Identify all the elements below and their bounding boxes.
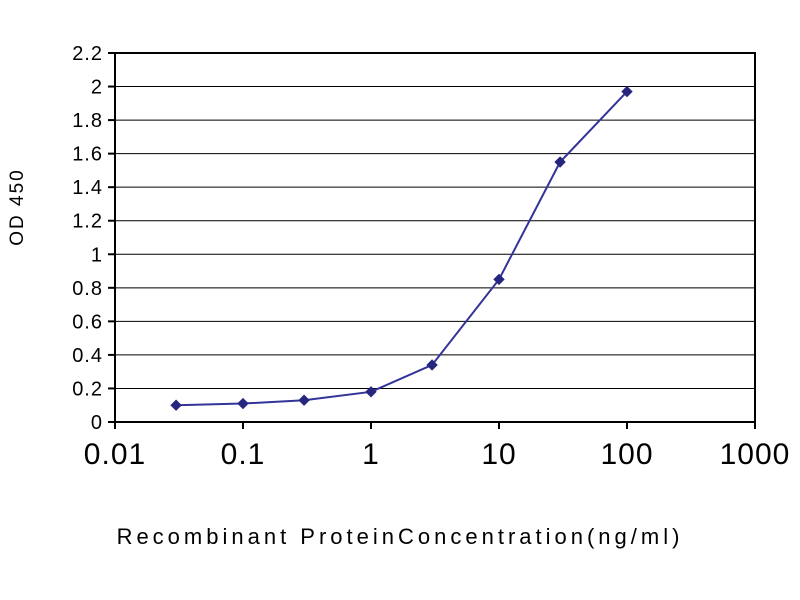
y-tick-label: 2.2 bbox=[72, 43, 103, 65]
data-point-marker bbox=[365, 386, 377, 398]
x-tick-label: 100 bbox=[600, 438, 653, 471]
x-tick-label: 1000 bbox=[720, 438, 791, 471]
data-point-marker bbox=[170, 399, 182, 411]
x-tick-label: 1 bbox=[362, 438, 380, 471]
data-point-marker bbox=[493, 273, 505, 286]
plot-border bbox=[114, 52, 756, 423]
data-point-marker bbox=[554, 156, 566, 168]
y-tick-label: 1.8 bbox=[72, 110, 103, 132]
y-tick-label: 0 bbox=[91, 412, 103, 434]
y-tick-label: 0.6 bbox=[72, 311, 103, 333]
y-tick-label: 1.4 bbox=[72, 177, 103, 199]
y-tick-label: 2 bbox=[91, 77, 103, 99]
series-line bbox=[176, 90, 628, 407]
data-point-marker bbox=[298, 394, 310, 406]
y-tick-label: 0.8 bbox=[72, 278, 103, 300]
y-tick-label: 1.2 bbox=[72, 211, 103, 233]
y-tick-label: 0.2 bbox=[72, 378, 103, 400]
x-tick-label: 0.01 bbox=[84, 438, 146, 471]
data-point-marker bbox=[621, 85, 633, 98]
y-tick-label: 1.6 bbox=[72, 144, 103, 166]
y-axis-title: OD 450 bbox=[7, 168, 28, 246]
y-tick-label: 0.4 bbox=[72, 345, 103, 367]
y-tick-label: 1 bbox=[91, 244, 103, 266]
data-point-marker bbox=[237, 397, 249, 410]
x-tick-label: 10 bbox=[481, 438, 516, 471]
x-tick-label: 0.1 bbox=[221, 438, 266, 471]
x-axis-title: Recombinant ProteinConcentration(ng/ml) bbox=[116, 524, 684, 549]
data-point-marker bbox=[426, 359, 438, 371]
